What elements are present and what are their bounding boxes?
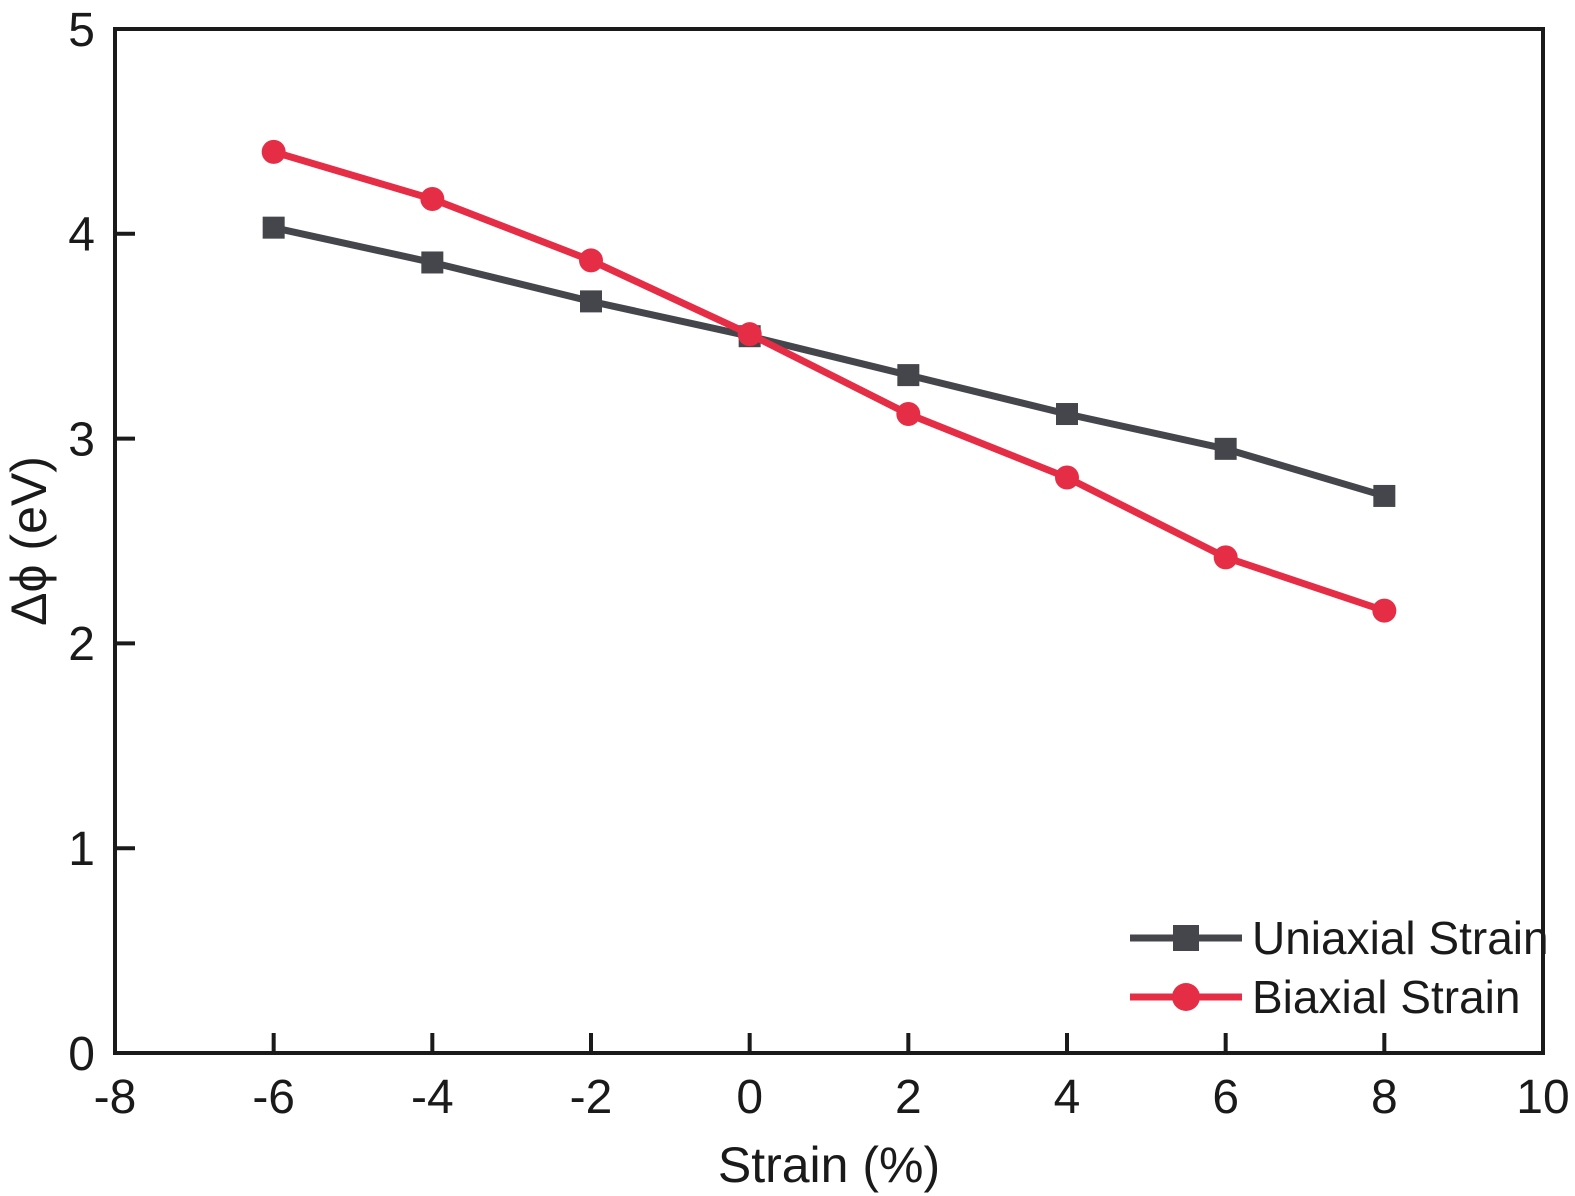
marker-circle-biaxial-strain [737,322,762,347]
marker-circle-biaxial-strain [1372,598,1397,623]
marker-square-uniaxial-strain [1056,403,1078,426]
y-tick-label: 0 [68,1028,95,1081]
x-tick-label: -8 [94,1071,137,1124]
marker-circle-biaxial-strain [1055,465,1079,490]
marker-circle-biaxial-strain [896,402,921,427]
series-line-biaxial-strain [272,148,1386,614]
x-axis-title: Strain (%) [718,1137,940,1193]
marker-square-uniaxial-strain [1214,437,1237,460]
x-tick-label: -2 [570,1071,613,1124]
marker-circle-biaxial-strain [579,248,603,273]
legend-label-biaxial-strain: Biaxial Strain [1252,971,1520,1023]
y-tick-label: 2 [68,618,95,671]
marker-square-uniaxial-strain [1373,484,1396,507]
marker-circle-biaxial-strain [420,186,445,211]
y-axis-ticks: 0 1 2 3 4 5 [68,4,135,1081]
marker-circle-biaxial-strain [261,139,286,164]
marker-square-uniaxial-strain [580,290,602,313]
x-tick-label: 0 [736,1071,763,1124]
y-tick-label: 3 [68,413,95,466]
y-axis-title: Δϕ (eV) [1,456,57,626]
legend-marker-circle [1172,983,1200,1011]
x-tick-label: -4 [411,1071,454,1124]
plot-frame [113,27,1545,1055]
data-series [261,139,1397,623]
legend-marker-square [1173,925,1199,951]
series-line-uniaxial-strain [272,224,1386,500]
x-axis-ticks: -8 -6 -4 -2 0 2 4 6 8 10 [94,1033,1570,1124]
x-tick-label: -6 [252,1071,295,1124]
x-tick-label: 10 [1516,1071,1569,1124]
y-tick-label: 4 [68,209,95,262]
x-tick-label: 6 [1212,1071,1239,1124]
marker-circle-biaxial-strain [1213,545,1238,570]
legend-label-uniaxial-strain: Uniaxial Strain [1252,912,1549,964]
marker-square-uniaxial-strain [421,251,444,274]
x-tick-label: 8 [1371,1071,1398,1124]
legend: Uniaxial Strain Biaxial Strain [1130,912,1549,1023]
x-tick-label: 2 [895,1071,922,1124]
marker-square-uniaxial-strain [262,216,285,239]
y-tick-label: 1 [68,823,95,876]
marker-square-uniaxial-strain [897,364,920,387]
x-tick-label: 4 [1054,1071,1081,1124]
y-tick-label: 5 [68,4,95,57]
